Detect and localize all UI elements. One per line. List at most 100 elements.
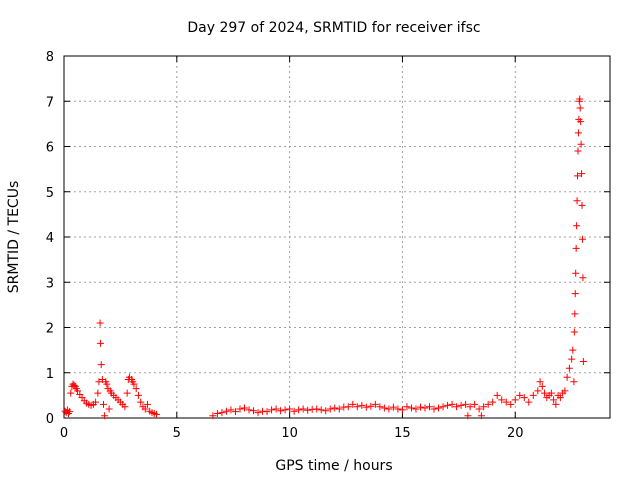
data-point <box>484 400 492 408</box>
data-point <box>272 405 280 413</box>
data-point <box>556 394 564 402</box>
axis-ticks: 0 5 10 15 20 0 1 2 3 4 5 6 7 8 <box>46 50 610 441</box>
data-point <box>362 403 370 411</box>
data-point <box>480 403 488 411</box>
data-point <box>263 408 271 416</box>
data-point <box>457 401 465 409</box>
data-point <box>412 405 420 413</box>
data-point <box>435 404 443 412</box>
data-point <box>290 407 298 415</box>
data-point <box>421 404 429 412</box>
data-point <box>277 407 285 415</box>
data-point <box>525 398 533 406</box>
data-point <box>493 391 501 399</box>
y-tick-label: 3 <box>46 276 54 291</box>
data-point <box>103 380 111 388</box>
data-point <box>579 274 587 282</box>
data-point <box>130 380 138 388</box>
data-point <box>529 391 537 399</box>
data-point <box>213 409 221 417</box>
data-point <box>536 378 544 386</box>
data-point <box>236 405 244 413</box>
y-tick-label: 0 <box>46 412 54 427</box>
data-point <box>578 201 586 209</box>
data-point <box>153 410 161 418</box>
x-tick-label: 5 <box>173 426 181 441</box>
data-point <box>380 404 388 412</box>
data-point <box>547 389 555 397</box>
data-point <box>74 387 82 395</box>
data-point <box>254 409 262 417</box>
data-point <box>222 407 230 415</box>
data-point <box>240 404 248 412</box>
data-point <box>101 412 109 420</box>
data-point <box>520 394 528 402</box>
data-point <box>568 355 576 363</box>
data-point <box>227 406 235 414</box>
data-point <box>105 405 113 413</box>
data-point <box>464 412 472 420</box>
data-point <box>394 405 402 413</box>
data-point <box>94 389 102 397</box>
data-point <box>304 406 312 414</box>
data-point <box>577 118 585 126</box>
data-point <box>576 95 584 103</box>
data-point <box>349 400 357 408</box>
data-point <box>66 408 74 416</box>
data-point <box>573 222 581 230</box>
data-point <box>331 404 339 412</box>
data-point <box>97 361 105 369</box>
grid-layer <box>64 56 610 418</box>
data-point <box>121 403 129 411</box>
data-point <box>96 319 104 327</box>
data-point <box>268 406 276 414</box>
data-point <box>569 346 577 354</box>
x-axis-label: GPS time / hours <box>275 458 392 474</box>
data-point <box>552 400 560 408</box>
data-point <box>353 403 361 411</box>
data-point <box>572 269 580 277</box>
data-point <box>579 357 587 365</box>
data-point <box>466 403 474 411</box>
data-point <box>498 396 506 404</box>
data-point <box>570 378 578 386</box>
data-point <box>299 405 307 413</box>
data-point <box>453 403 461 411</box>
x-tick-label: 0 <box>60 426 68 441</box>
data-point <box>92 398 100 406</box>
data-point <box>538 382 546 390</box>
data-point <box>578 235 586 243</box>
data-point <box>477 412 485 420</box>
data-point <box>489 398 497 406</box>
y-tick-label: 4 <box>46 231 54 246</box>
data-point <box>502 398 510 406</box>
data-point <box>344 403 352 411</box>
data-point <box>132 385 140 393</box>
data-point <box>571 290 579 298</box>
y-tick-label: 2 <box>46 322 54 337</box>
data-point <box>511 396 519 404</box>
data-point <box>563 373 571 381</box>
data-point <box>516 391 524 399</box>
data-point <box>578 170 586 178</box>
data-point <box>389 403 397 411</box>
data-point <box>218 409 226 417</box>
data-point <box>577 140 585 148</box>
data-point <box>565 364 573 372</box>
data-point <box>97 339 105 347</box>
data-point <box>574 129 582 137</box>
data-point <box>245 406 253 414</box>
data-point <box>570 328 578 336</box>
data-point <box>507 400 515 408</box>
data-point <box>541 389 549 397</box>
data-point <box>439 403 447 411</box>
data-point <box>576 104 584 112</box>
data-point <box>574 147 582 155</box>
x-tick-label: 10 <box>281 426 298 441</box>
data-points <box>61 95 587 420</box>
data-point <box>385 405 393 413</box>
data-point <box>407 404 415 412</box>
data-point <box>572 244 580 252</box>
data-point <box>471 400 479 408</box>
